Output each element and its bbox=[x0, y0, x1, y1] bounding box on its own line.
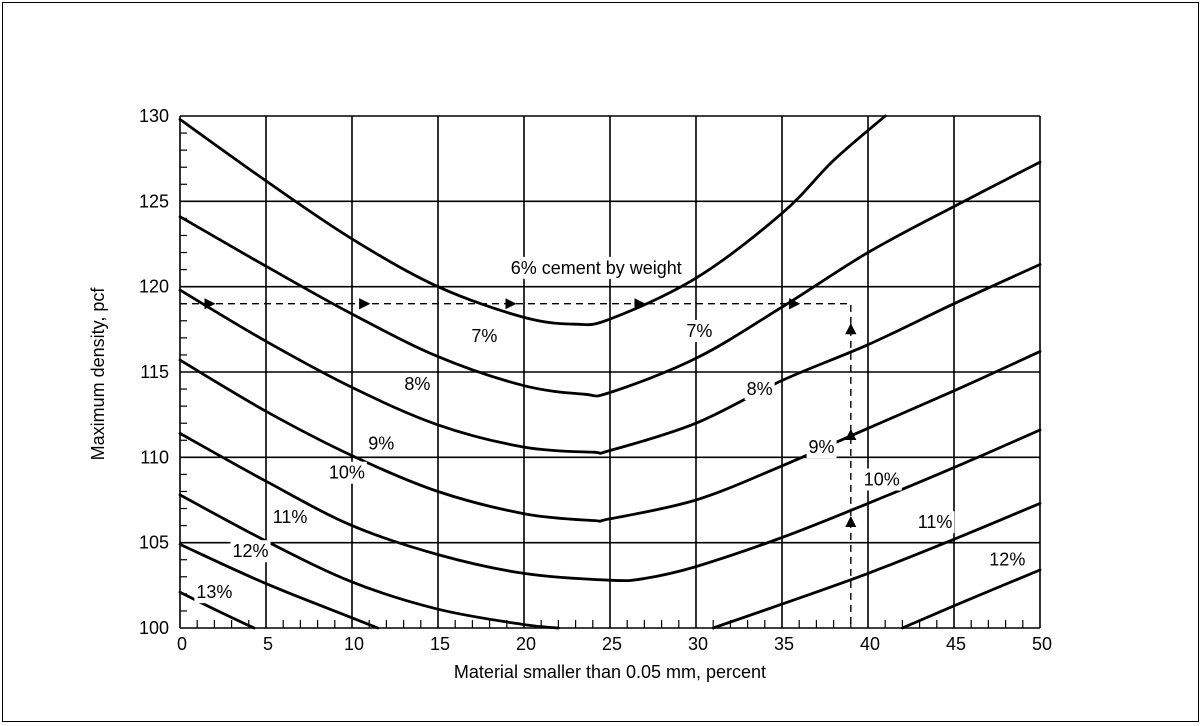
y-tick-label: 120 bbox=[139, 277, 169, 297]
x-tick-label: 15 bbox=[430, 634, 450, 654]
curve-label: 7% bbox=[686, 321, 712, 341]
curve-label-bg bbox=[469, 325, 500, 348]
guide-line bbox=[180, 303, 852, 628]
curve-label: 11% bbox=[918, 512, 953, 532]
curve-label-bg bbox=[326, 461, 367, 484]
x-tick-labels: 0 5 10 15 20 25 30 35 40 45 50 bbox=[177, 634, 1052, 654]
curve-label: 6% cement by weight bbox=[511, 258, 682, 278]
curve-label-bg bbox=[684, 320, 715, 343]
curve-label-bg bbox=[861, 468, 902, 491]
y-tick-label: 115 bbox=[140, 362, 169, 382]
curve-label-bg bbox=[987, 548, 1028, 571]
series-line-2 bbox=[178, 263, 1042, 455]
x-tick-label: 5 bbox=[263, 634, 273, 654]
series-line-4 bbox=[178, 428, 1042, 583]
curve-label-bg bbox=[402, 372, 433, 395]
y-axis-title: Maximum density, pcf bbox=[88, 287, 108, 461]
series-line-6 bbox=[711, 502, 1042, 630]
curve-label-bg bbox=[508, 256, 684, 279]
y-tick-labels: 100 105 110 115 120 125 130 bbox=[139, 106, 169, 638]
y-tick-label: 110 bbox=[140, 447, 169, 467]
curve-label-bg bbox=[915, 511, 955, 534]
curve-label: 9% bbox=[368, 434, 394, 454]
curve-label: 11% bbox=[273, 507, 308, 527]
series-line-1 bbox=[178, 160, 1042, 398]
curve-label: 9% bbox=[809, 437, 835, 457]
y-tick-label: 105 bbox=[139, 533, 169, 553]
series-line-5 bbox=[178, 493, 560, 630]
x-tick-label: 35 bbox=[774, 634, 794, 654]
x-tick-label: 25 bbox=[602, 634, 622, 654]
series-line-9 bbox=[178, 590, 256, 630]
series-line-7 bbox=[178, 543, 380, 630]
curve-label-bg bbox=[270, 506, 310, 529]
curve-label: 10% bbox=[329, 463, 365, 483]
series-line-8 bbox=[901, 568, 1042, 630]
curve-label: 13% bbox=[196, 582, 232, 602]
minor-ticks bbox=[180, 132, 1024, 628]
grid bbox=[179, 115, 1041, 629]
curve-label: 8% bbox=[747, 379, 773, 399]
x-tick-label: 20 bbox=[516, 634, 536, 654]
curve-label-bg bbox=[744, 378, 775, 401]
x-tick-label: 30 bbox=[688, 634, 708, 654]
x-tick-label: 10 bbox=[344, 634, 364, 654]
example-guide-path bbox=[180, 298, 857, 628]
curve-label-bg bbox=[366, 432, 397, 455]
y-tick-label: 100 bbox=[139, 618, 169, 638]
x-tick-label: 50 bbox=[1032, 634, 1052, 654]
y-tick-label: 125 bbox=[139, 191, 169, 211]
curves bbox=[178, 114, 1042, 630]
curve-label: 7% bbox=[471, 326, 497, 346]
x-axis-title: Material smaller than 0.05 mm, percent bbox=[454, 662, 766, 682]
series-line-3 bbox=[178, 350, 1042, 523]
y-tick-label: 130 bbox=[139, 106, 169, 126]
curve-label-bg bbox=[230, 540, 271, 563]
curve-label: 10% bbox=[864, 470, 900, 490]
series-line-0 bbox=[178, 114, 887, 327]
curve-label: 12% bbox=[233, 541, 269, 561]
x-tick-label: 40 bbox=[860, 634, 880, 654]
x-tick-label: 0 bbox=[177, 634, 187, 654]
curve-label-bg bbox=[194, 581, 235, 604]
x-tick-label: 45 bbox=[946, 634, 966, 654]
curve-label: 8% bbox=[404, 374, 430, 394]
curve-label: 12% bbox=[989, 550, 1025, 570]
curve-label-bg bbox=[806, 436, 837, 459]
